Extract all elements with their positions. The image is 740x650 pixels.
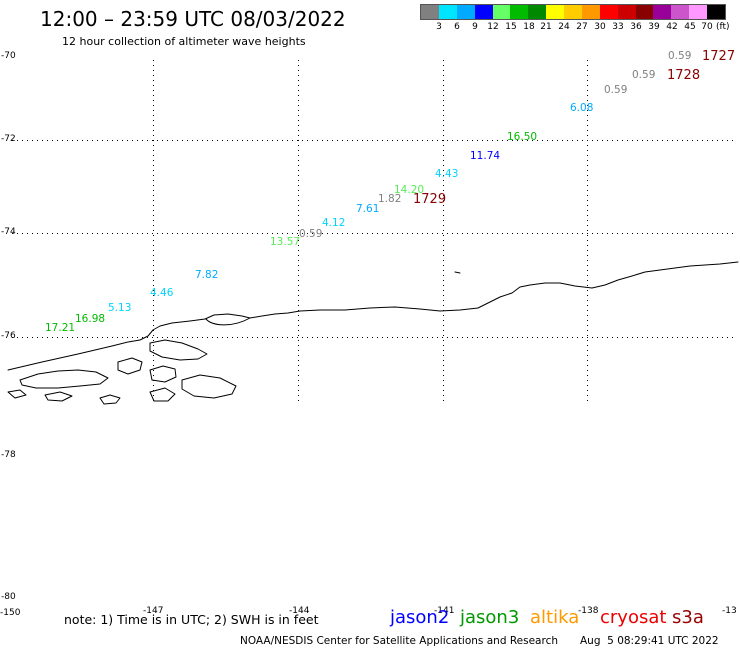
longitude-label: -13 xyxy=(722,606,737,616)
colorbar-swatch xyxy=(689,5,707,19)
colorbar-tick-label: 12 xyxy=(487,22,499,32)
latitude-label: -72 xyxy=(1,134,16,144)
satellite-legend-cryosat: cryosat xyxy=(600,607,667,628)
wave-height-label: 16.50 xyxy=(507,131,538,143)
island-outline xyxy=(149,365,177,383)
page-subtitle: 12 hour collection of altimeter wave hei… xyxy=(62,35,306,48)
wave-height-label: 4.46 xyxy=(150,287,174,299)
longitude-label: -147 xyxy=(143,606,164,616)
colorbar-swatch xyxy=(599,5,618,19)
latitude-label: -76 xyxy=(1,331,16,341)
colorbar-tick-label: 24 xyxy=(558,22,570,32)
small-island xyxy=(454,271,461,274)
colorbar-tick-label: 39 xyxy=(648,22,660,32)
coastline xyxy=(152,261,739,331)
colorbar-swatch xyxy=(671,5,690,19)
island-outline xyxy=(149,387,176,402)
colorbar-tick-label: 9 xyxy=(472,22,478,32)
colorbar-tick-label: 45 xyxy=(684,22,696,32)
colorbar xyxy=(420,4,726,20)
island-outline xyxy=(7,389,27,399)
island-outline xyxy=(149,339,208,361)
wave-height-label: 5.13 xyxy=(108,302,132,314)
track-time-label: 1729 xyxy=(413,192,447,207)
wave-height-label: 7.61 xyxy=(356,203,380,215)
satellite-legend-jason3: jason3 xyxy=(460,607,520,628)
wave-height-label: 7.82 xyxy=(195,269,219,281)
colorbar-swatch xyxy=(492,5,511,19)
longitude-label: -150 xyxy=(0,608,21,618)
colorbar-swatch xyxy=(635,5,654,19)
wave-height-label: 0.59 xyxy=(668,50,692,62)
colorbar-swatch xyxy=(617,5,636,19)
track-time-label: 1727 xyxy=(702,49,736,64)
island-outline xyxy=(117,357,143,375)
wave-height-label: 1.82 xyxy=(378,193,402,205)
colorbar-tick-label: 15 xyxy=(505,22,517,32)
island-outline xyxy=(19,369,109,389)
coastline-west xyxy=(7,329,154,371)
island-outline xyxy=(181,374,237,399)
colorbar-tick-label: 27 xyxy=(576,22,588,32)
colorbar-swatch xyxy=(581,5,600,19)
satellite-legend-altika: altika xyxy=(530,607,580,628)
latitude-label: -78 xyxy=(1,450,16,460)
latitude-label: -70 xyxy=(1,51,16,61)
latitude-label: -74 xyxy=(1,227,16,237)
colorbar-tick-label: 42 xyxy=(666,22,678,32)
ice-tongue-outline xyxy=(205,317,251,326)
wave-height-label: 4.12 xyxy=(322,217,346,229)
wave-height-label: 17.21 xyxy=(45,322,76,334)
footer-credit: NOAA/NESDIS Center for Satellite Applica… xyxy=(240,635,558,647)
satellite-legend-jason2: jason2 xyxy=(390,607,450,628)
latitude-label: -80 xyxy=(1,592,16,602)
page-title: 12:00 – 23:59 UTC 08/03/2022 xyxy=(40,7,346,31)
colorbar-swatch xyxy=(421,5,439,19)
wave-height-label: 0.59 xyxy=(632,69,656,81)
longitude-label: -141 xyxy=(434,606,455,616)
colorbar-swatch xyxy=(474,5,493,19)
colorbar-swatch xyxy=(653,5,672,19)
colorbar-tick-label: 33 xyxy=(612,22,624,32)
longitude-label: -144 xyxy=(289,606,310,616)
colorbar-swatch xyxy=(564,5,582,19)
colorbar-swatch xyxy=(528,5,547,19)
track-time-label: 1728 xyxy=(667,68,701,83)
wave-height-label: 6.08 xyxy=(570,102,594,114)
colorbar-swatch xyxy=(456,5,475,19)
colorbar-tick-label: 21 xyxy=(540,22,552,32)
footer-timestamp: Aug 5 08:29:41 UTC 2022 xyxy=(580,635,719,647)
wave-height-label: 13.57 xyxy=(270,236,301,248)
colorbar-swatch xyxy=(510,5,529,19)
colorbar-tick-label: 30 xyxy=(594,22,606,32)
colorbar-tick-label: 70 xyxy=(701,22,713,32)
colorbar-unit: (ft) xyxy=(716,22,730,32)
colorbar-tick-label: 18 xyxy=(523,22,535,32)
satellite-legend-s3a: s3a xyxy=(672,607,704,628)
island-outline xyxy=(99,394,121,405)
colorbar-swatch xyxy=(438,5,457,19)
footer-note: note: 1) Time is in UTC; 2) SWH is in fe… xyxy=(64,612,319,627)
wave-height-label: 11.74 xyxy=(470,150,501,162)
wave-height-label: 0.59 xyxy=(604,84,628,96)
wave-height-label: 16.98 xyxy=(75,313,106,325)
colorbar-swatch xyxy=(546,5,564,19)
colorbar-tick-label: 3 xyxy=(436,22,442,32)
colorbar-swatch xyxy=(707,5,725,19)
wave-height-label: 4.43 xyxy=(435,168,459,180)
longitude-label: -138 xyxy=(578,606,599,616)
colorbar-tick-label: 36 xyxy=(630,22,642,32)
island-outline xyxy=(44,391,73,402)
wave-height-label: 14.20 xyxy=(394,184,425,196)
wave-height-label: 0.59 xyxy=(299,228,323,240)
colorbar-tick-label: 6 xyxy=(454,22,460,32)
